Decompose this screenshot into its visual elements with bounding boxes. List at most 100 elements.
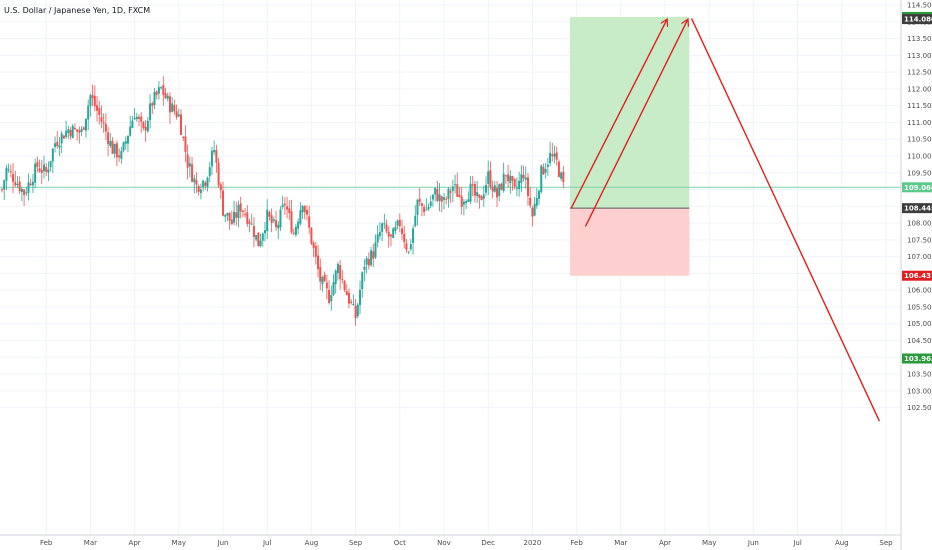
candle <box>323 271 326 282</box>
candle <box>188 156 191 178</box>
candle <box>180 109 183 136</box>
candle <box>228 212 231 230</box>
candle <box>93 85 96 112</box>
chart-grid <box>0 0 901 535</box>
candle <box>69 127 72 140</box>
candle <box>60 130 63 154</box>
candle <box>319 258 322 290</box>
candle <box>305 205 308 221</box>
x-tick-label: Apr <box>129 539 141 547</box>
candle <box>476 180 479 203</box>
y-tick-label: 111.000 <box>907 119 932 127</box>
candle <box>297 218 300 235</box>
candle <box>469 175 472 205</box>
candle <box>54 136 57 153</box>
candle <box>164 87 167 100</box>
y-tick-label: 107.000 <box>907 253 932 261</box>
candle <box>403 225 406 249</box>
candle <box>122 141 125 153</box>
candle <box>522 165 525 182</box>
candle <box>195 172 198 194</box>
candle <box>420 202 423 217</box>
price-badges: 114.144114.080109.066108.445106.431103.9… <box>902 11 932 364</box>
x-tick-label: Feb <box>570 539 583 547</box>
candle <box>524 166 527 189</box>
x-tick-label: Sep <box>879 539 893 547</box>
candle <box>259 233 262 248</box>
candle <box>414 205 417 228</box>
candle <box>210 146 213 176</box>
candle <box>263 221 266 242</box>
candle <box>118 148 121 162</box>
candle <box>56 131 59 150</box>
candle <box>321 275 324 292</box>
candle <box>113 143 116 159</box>
candle <box>557 159 560 178</box>
candle <box>412 225 415 255</box>
candle <box>42 155 45 179</box>
x-tick-label: Apr <box>659 539 671 547</box>
candle <box>489 161 492 190</box>
x-tick-label: May <box>702 539 716 547</box>
candle <box>237 200 240 228</box>
badge-entry: 108.445 <box>902 203 932 214</box>
candle <box>526 173 529 206</box>
candle <box>14 170 17 188</box>
candle <box>40 159 43 185</box>
candle <box>312 240 315 258</box>
candle <box>36 156 39 173</box>
candle <box>555 146 558 166</box>
candle <box>520 165 523 192</box>
candle <box>288 200 291 220</box>
candle <box>270 208 273 233</box>
time-axis[interactable]: Feb Mar Apr May Jun Jul Aug Sep Oct Nov Dec 2020 Feb… <box>0 534 901 547</box>
candle <box>465 199 468 210</box>
candle <box>272 216 275 224</box>
candle <box>98 100 101 125</box>
candle <box>3 179 6 200</box>
badge-114080: 114.080 <box>902 14 932 25</box>
candle <box>513 177 516 190</box>
candle <box>540 164 543 194</box>
candle <box>222 181 224 217</box>
candle <box>429 195 432 209</box>
candle <box>7 163 10 173</box>
candle <box>515 177 518 197</box>
candle <box>511 175 514 191</box>
candle <box>303 205 306 220</box>
candle <box>405 238 408 253</box>
candle <box>268 210 271 221</box>
price-axis[interactable]: 114.500114.000113.500113.000112.500112.0… <box>900 0 932 550</box>
x-tick-label: Sep <box>349 539 363 547</box>
y-tick-label: 113.500 <box>907 35 932 43</box>
candle <box>199 183 202 200</box>
candle <box>440 195 443 213</box>
candle <box>252 217 255 248</box>
candle <box>560 171 563 182</box>
y-tick-label: 105.500 <box>907 303 932 311</box>
x-tick-label: Aug <box>305 539 319 547</box>
x-tick-label: Jul <box>792 539 802 547</box>
candle <box>283 197 286 215</box>
candle <box>529 187 532 209</box>
candle <box>217 157 220 189</box>
candle <box>109 133 112 149</box>
candle <box>224 214 227 223</box>
candle <box>462 199 465 216</box>
x-tick-label: Dec <box>481 539 495 547</box>
y-tick-label: 110.000 <box>907 152 932 160</box>
candle <box>144 119 147 142</box>
candle <box>219 182 222 199</box>
badge-103963: 103.963 <box>902 353 932 364</box>
y-tick-label: 103.500 <box>907 371 932 379</box>
candle <box>383 213 386 229</box>
y-tick-label: 110.500 <box>907 136 932 144</box>
candle <box>356 302 359 319</box>
candle <box>142 121 145 131</box>
badge-current-price: 109.066 <box>902 182 932 193</box>
candle <box>153 88 156 110</box>
candle <box>281 195 284 210</box>
candle <box>244 207 247 218</box>
candle <box>87 99 90 131</box>
